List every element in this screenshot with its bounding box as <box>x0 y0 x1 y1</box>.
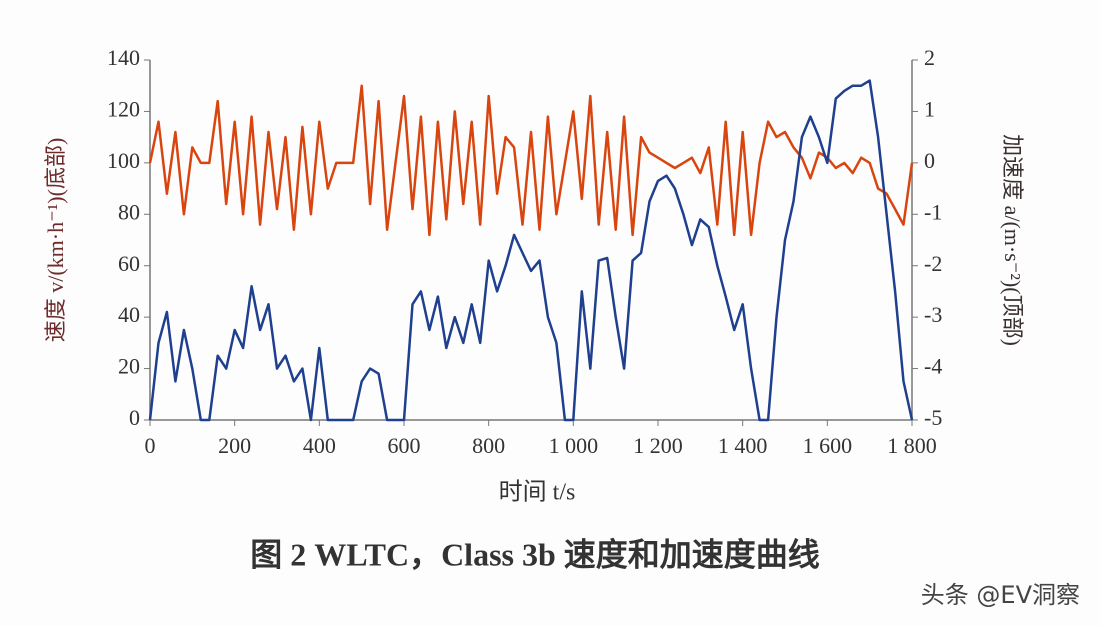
x-tick-label: 1 800 <box>887 433 937 458</box>
x-axis-label: 时间 t/s <box>499 479 576 506</box>
y2-tick-label: -3 <box>924 302 942 327</box>
y-tick-label: 80 <box>118 199 140 224</box>
y2-tick-label: -4 <box>924 354 942 379</box>
y2-tick-label: -2 <box>924 251 942 276</box>
x-tick-label: 800 <box>472 433 505 458</box>
x-tick-label: 400 <box>303 433 336 458</box>
y-tick-label: 60 <box>118 251 140 276</box>
y2-tick-label: 0 <box>924 148 935 173</box>
y-tick-label: 100 <box>107 148 140 173</box>
x-tick-label: 0 <box>145 433 156 458</box>
y-tick-label: 20 <box>118 354 140 379</box>
x-tick-label: 600 <box>388 433 421 458</box>
y2-tick-label: 1 <box>924 96 935 121</box>
y2-tick-label: -5 <box>924 405 942 430</box>
y-tick-label: 40 <box>118 302 140 327</box>
watermark: 头条 @EV洞察 <box>921 581 1080 609</box>
x-tick-label: 1 000 <box>549 433 599 458</box>
x-tick-label: 1 200 <box>633 433 683 458</box>
y-tick-label: 140 <box>107 45 140 70</box>
series-line <box>148 84 914 237</box>
x-tick-label: 200 <box>218 433 251 458</box>
y2-tick-label: -1 <box>924 199 942 224</box>
chart-title: 图 2 WLTC，Class 3b 速度和加速度曲线 <box>250 536 820 572</box>
x-tick-label: 1 600 <box>803 433 853 458</box>
y-tick-label: 120 <box>107 96 140 121</box>
y-tick-label: 0 <box>129 405 140 430</box>
y-axis-label: 速度 v/(km·h⁻¹)(底部) <box>43 138 68 343</box>
x-tick-label: 1 400 <box>718 433 768 458</box>
y2-tick-label: 2 <box>924 45 935 70</box>
series-line <box>148 79 914 422</box>
y2-axis-label: 加速度 a/(m·s⁻²)(顶部) <box>1000 134 1025 346</box>
